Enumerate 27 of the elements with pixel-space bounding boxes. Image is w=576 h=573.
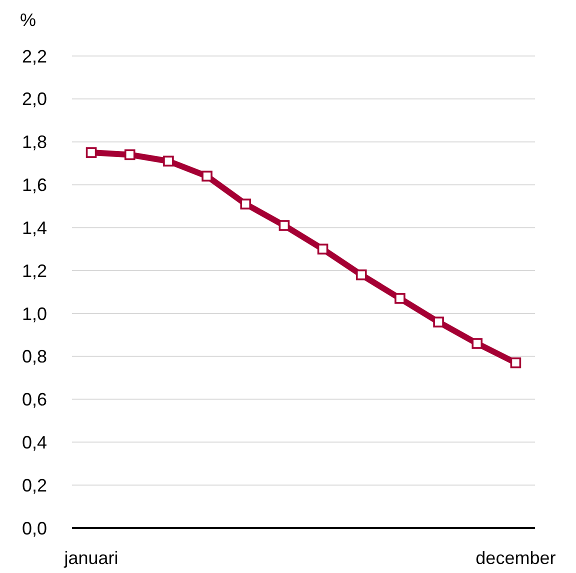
- y-tick-label: 0,8: [22, 346, 47, 367]
- point: [163, 156, 174, 167]
- y-tick-label: 0,0: [22, 518, 47, 538]
- y-tick-label: 0,6: [22, 390, 47, 410]
- y-tick-label: 0,2: [22, 475, 47, 496]
- point: [510, 357, 522, 368]
- y-tick-label: 1,8: [22, 132, 47, 152]
- y-tick-label: 1,0: [22, 304, 47, 324]
- point: [317, 244, 328, 254]
- x-tick-label: december: [476, 548, 556, 568]
- y-tick-label: 2,0: [22, 89, 47, 110]
- y-tick-label: 1,2: [22, 260, 47, 281]
- x-tick-label: januari: [63, 548, 118, 568]
- y-tick-label: 0,4: [22, 432, 47, 452]
- point: [356, 269, 367, 280]
- y-tick-label: 2,2: [22, 46, 47, 66]
- y-tick-label: 1,4: [22, 218, 47, 238]
- point: [278, 220, 290, 231]
- point: [86, 147, 97, 158]
- point: [394, 293, 406, 304]
- point: [124, 149, 136, 160]
- y-tick-label: 1,6: [22, 175, 47, 196]
- y-axis-title: %: [20, 10, 36, 30]
- point: [240, 198, 252, 210]
- point: [202, 170, 212, 182]
- point: [433, 316, 444, 328]
- point: [472, 338, 483, 349]
